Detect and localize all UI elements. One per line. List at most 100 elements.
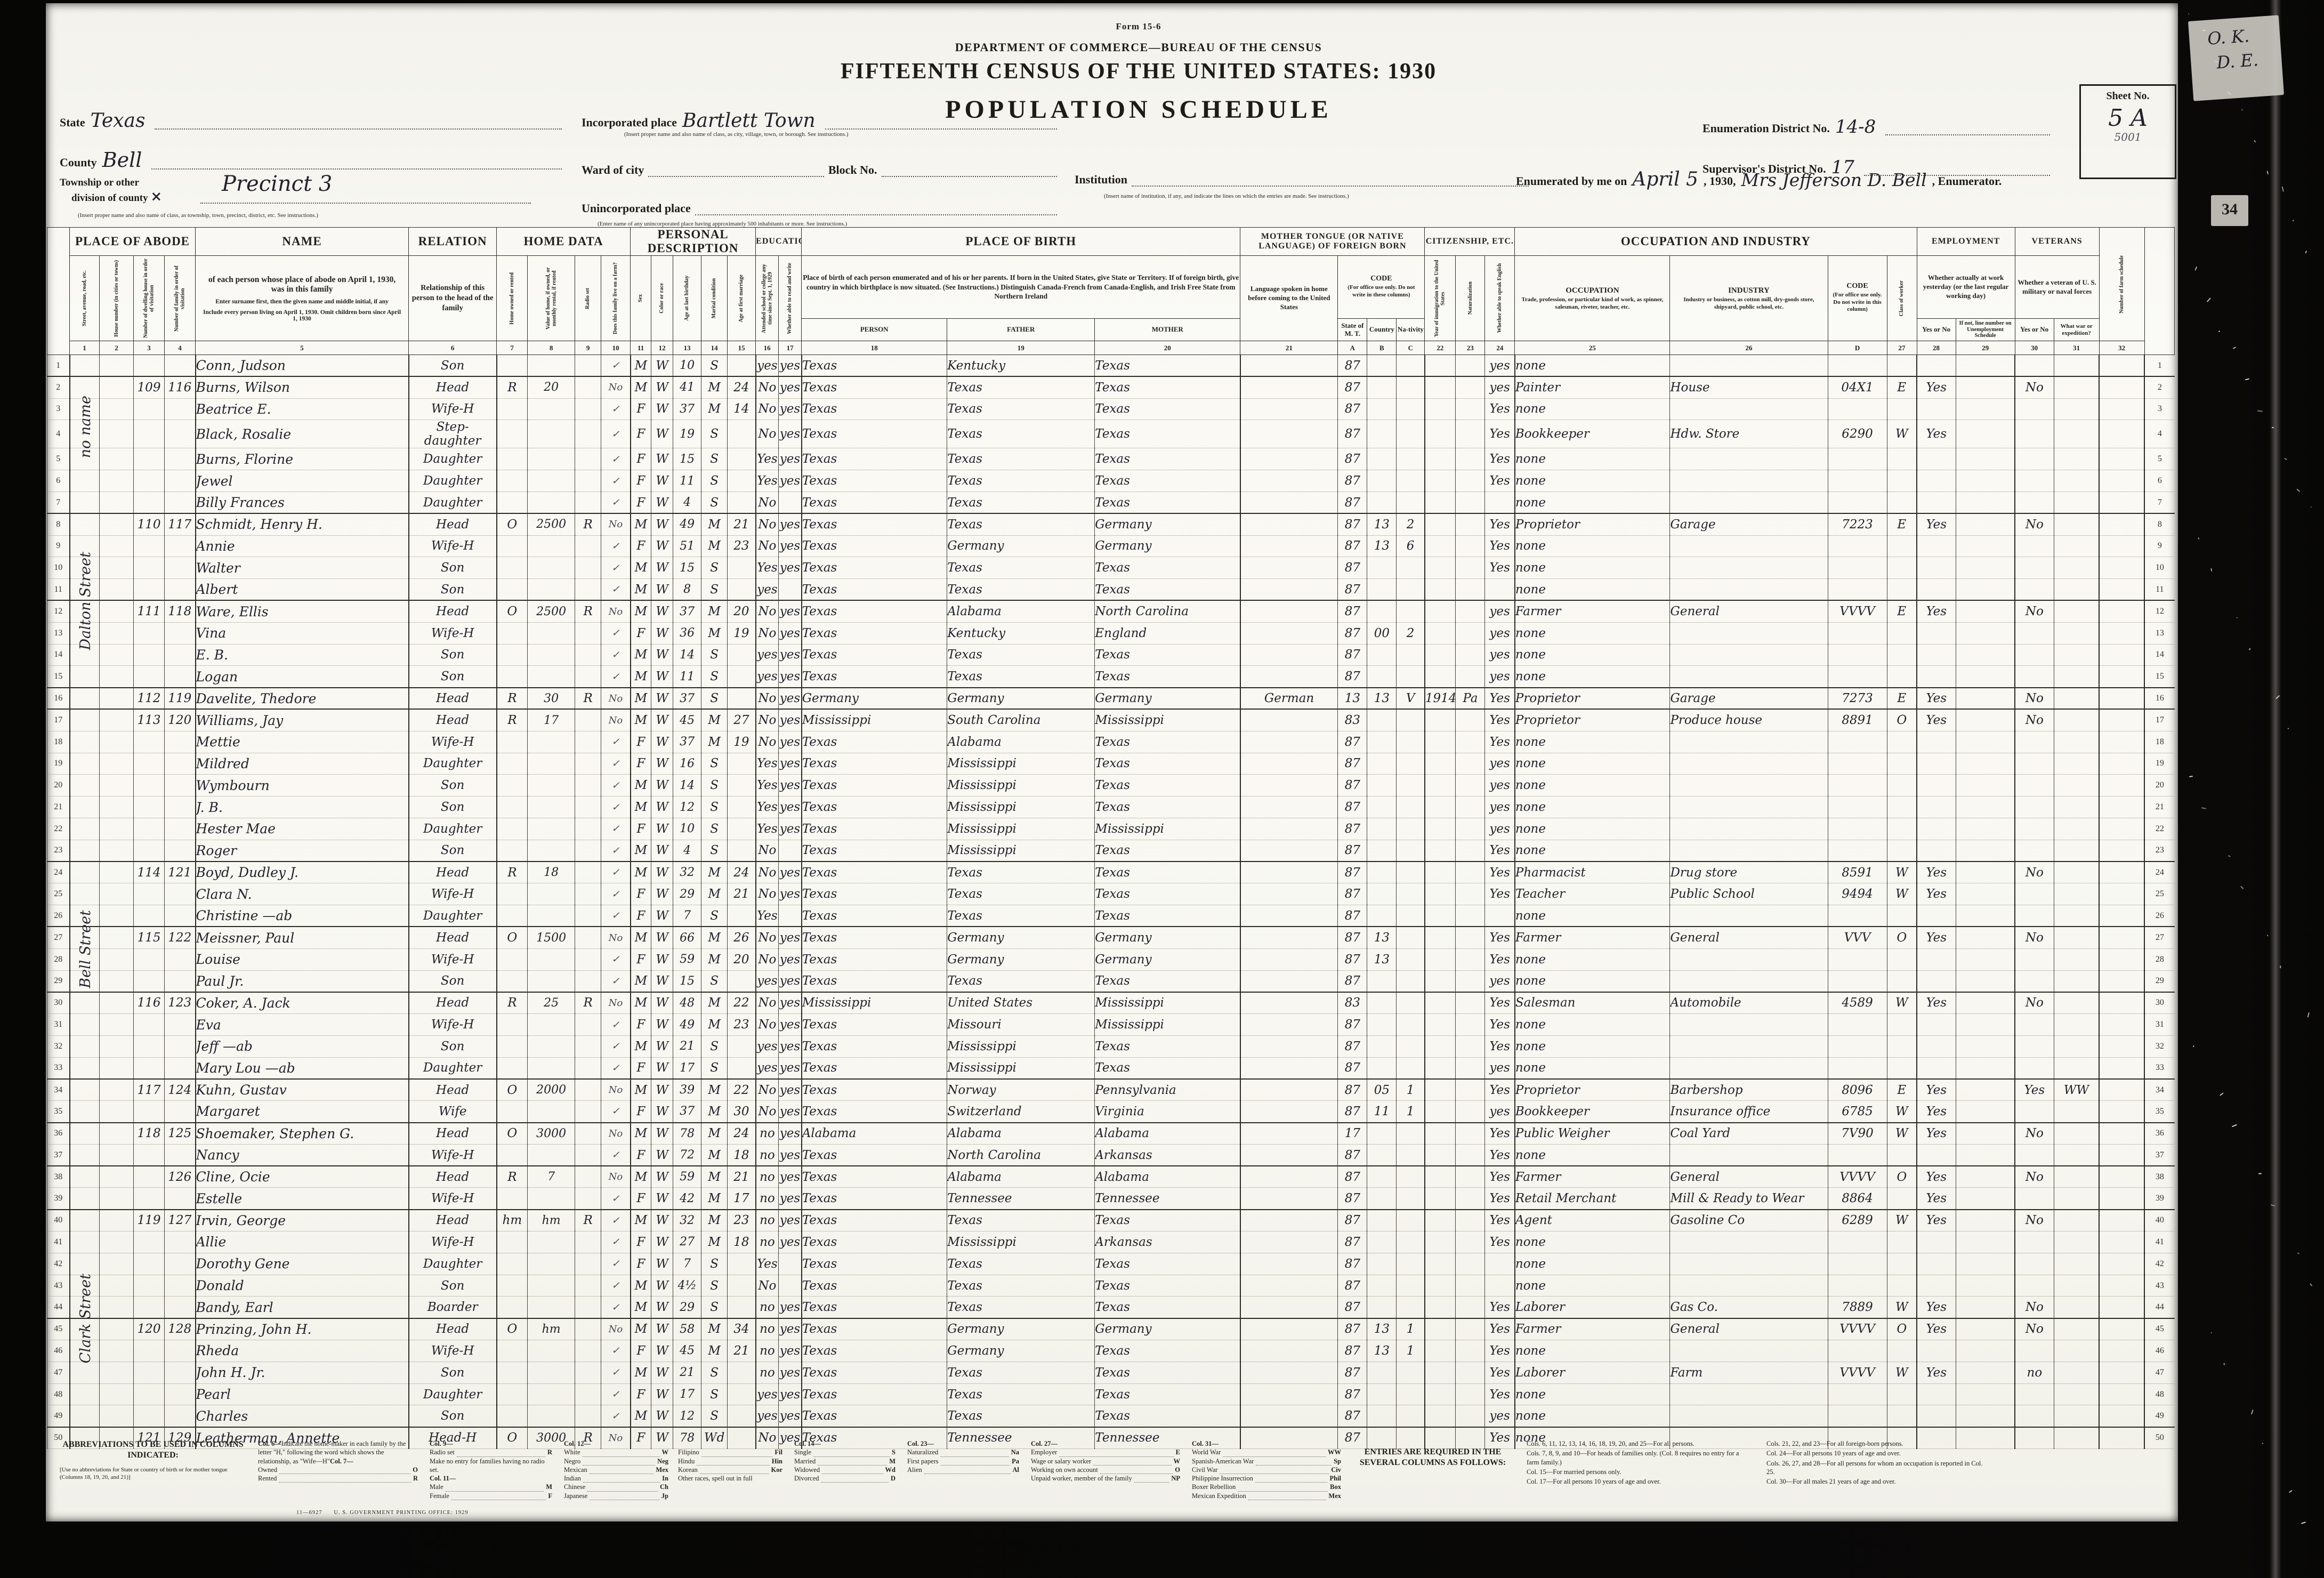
cell-language bbox=[1239, 927, 1338, 949]
cell-english: Yes bbox=[1484, 1296, 1515, 1318]
cell-n: 10 bbox=[47, 557, 70, 579]
film-speck bbox=[2241, 109, 2244, 111]
cell-house bbox=[99, 1166, 134, 1188]
cell-code_d: 6785 bbox=[1827, 1100, 1887, 1123]
cell-code_b bbox=[1367, 376, 1397, 399]
cell-immigration bbox=[1424, 709, 1456, 731]
cell-code_c bbox=[1396, 883, 1425, 905]
abbreviation-pair: Japanese Jp bbox=[564, 1492, 668, 1500]
cell-employed: Yes bbox=[1916, 600, 1956, 623]
cell-code_d bbox=[1827, 535, 1887, 557]
cell-employed bbox=[1916, 1405, 1956, 1427]
cell-family bbox=[164, 448, 196, 470]
cell-veteran bbox=[2014, 905, 2054, 927]
cell-race: W bbox=[651, 470, 673, 492]
cell-marital: S bbox=[701, 970, 728, 992]
cell-family bbox=[164, 883, 196, 905]
cell-veteran: No bbox=[2014, 513, 2054, 536]
cell-occupation: none bbox=[1514, 492, 1670, 514]
cell-marital: S bbox=[701, 1035, 728, 1058]
table-row: 23 Roger Son ✓ M W 4 S No Texas Mississippi Texas 87… bbox=[47, 840, 2175, 862]
cell-age_married: 23 bbox=[727, 1209, 756, 1231]
cell-code_b bbox=[1367, 1187, 1397, 1210]
cell-code_b bbox=[1367, 1209, 1397, 1231]
cell-bp_father: Texas bbox=[947, 1405, 1095, 1427]
cell-house bbox=[99, 840, 134, 862]
cell-code_a: 87 bbox=[1337, 1057, 1367, 1079]
cell-english: Yes bbox=[1484, 1144, 1515, 1166]
cell-occupation: none bbox=[1514, 535, 1670, 557]
cell-line-number-right: 32 bbox=[2144, 1035, 2175, 1058]
cell-street bbox=[69, 774, 100, 796]
cell-farm_sched bbox=[2099, 1275, 2145, 1297]
cell-naturalization bbox=[1455, 862, 1485, 883]
cell-code_d: 7V90 bbox=[1827, 1122, 1887, 1145]
cell-employed: Yes bbox=[1916, 1209, 1956, 1231]
cell-relation: Daughter bbox=[408, 905, 497, 927]
column-number: C bbox=[1396, 341, 1425, 355]
column-number: 11 bbox=[630, 341, 652, 355]
cell-occupation: none bbox=[1514, 1383, 1670, 1405]
cell-farm: No bbox=[601, 1427, 631, 1449]
cell-sex: M bbox=[630, 1275, 651, 1297]
cell-code_d bbox=[1827, 1405, 1887, 1427]
cell-english: Yes bbox=[1484, 948, 1515, 971]
cell-bp_mother: Germany bbox=[1094, 1318, 1240, 1340]
cell-age_married: 21 bbox=[727, 883, 756, 905]
cell-code_b bbox=[1367, 448, 1397, 470]
cell-industry bbox=[1669, 665, 1828, 688]
cell-occupation: Public Weigher bbox=[1514, 1122, 1670, 1145]
cell-name: Allie bbox=[195, 1231, 409, 1253]
dotted-rule bbox=[155, 125, 562, 130]
cell-veteran bbox=[2014, 883, 2054, 905]
cell-bp_father: Texas bbox=[947, 1253, 1095, 1275]
cell-sex: F bbox=[630, 1013, 651, 1036]
cell-language bbox=[1239, 1035, 1338, 1058]
cell-marital: S bbox=[701, 557, 728, 579]
cell-house bbox=[99, 883, 134, 905]
cell-line-number-right: 9 bbox=[2144, 535, 2175, 557]
margin-annotation-patch: O. K. D. E. bbox=[2188, 15, 2285, 101]
cell-language bbox=[1239, 1013, 1338, 1036]
cell-emp_line bbox=[1955, 622, 2015, 645]
population-schedule-table: PLACE OF ABODE NAME RELATION HOME DATA P… bbox=[47, 227, 2175, 1449]
cell-value: 7 bbox=[527, 1166, 575, 1188]
cell-english: Yes bbox=[1484, 1362, 1515, 1384]
cell-bp_person: Texas bbox=[801, 420, 947, 448]
cell-industry: General bbox=[1669, 600, 1828, 623]
table-row: 42 Dorothy Gene Daughter ✓ F W 7 S Yes Texas Texas… bbox=[47, 1253, 2175, 1275]
cell-war bbox=[2053, 557, 2100, 579]
footer-block: Col. 9— Radio set R Make no entry for famil… bbox=[430, 1440, 552, 1500]
cell-farm: No bbox=[601, 1166, 631, 1188]
cell-family bbox=[164, 557, 196, 579]
cell-class bbox=[1886, 578, 1917, 601]
cell-language bbox=[1239, 398, 1338, 420]
cell-language bbox=[1239, 622, 1338, 645]
cell-farm: No bbox=[601, 1318, 631, 1340]
cell-employed bbox=[1916, 1035, 1956, 1058]
cell-veteran: No bbox=[2014, 709, 2054, 731]
cell-radio bbox=[575, 376, 601, 399]
cell-age: 49 bbox=[673, 1013, 701, 1036]
film-speck bbox=[2282, 186, 2284, 192]
cell-naturalization bbox=[1455, 840, 1485, 862]
cell-race: W bbox=[651, 535, 673, 557]
cell-code_b bbox=[1367, 1275, 1397, 1297]
cell-sex: M bbox=[630, 644, 651, 666]
cell-house bbox=[99, 862, 134, 883]
cell-code_b bbox=[1367, 600, 1397, 623]
cell-employed bbox=[1916, 470, 1956, 492]
cell-immigration: 1914 bbox=[1424, 687, 1456, 710]
cell-school: yes bbox=[755, 1383, 779, 1405]
cell-veteran bbox=[2014, 1253, 2054, 1275]
cell-code_a: 87 bbox=[1337, 753, 1367, 775]
cell-immigration bbox=[1424, 1013, 1456, 1036]
column-number: 12 bbox=[651, 341, 674, 355]
cell-radio bbox=[575, 622, 601, 645]
cell-name: Roger bbox=[195, 840, 409, 862]
cell-value bbox=[527, 1275, 575, 1297]
cell-code_c: 2 bbox=[1396, 622, 1425, 645]
cell-farm: ✓ bbox=[601, 862, 631, 883]
cell-farm: ✓ bbox=[601, 1253, 631, 1275]
